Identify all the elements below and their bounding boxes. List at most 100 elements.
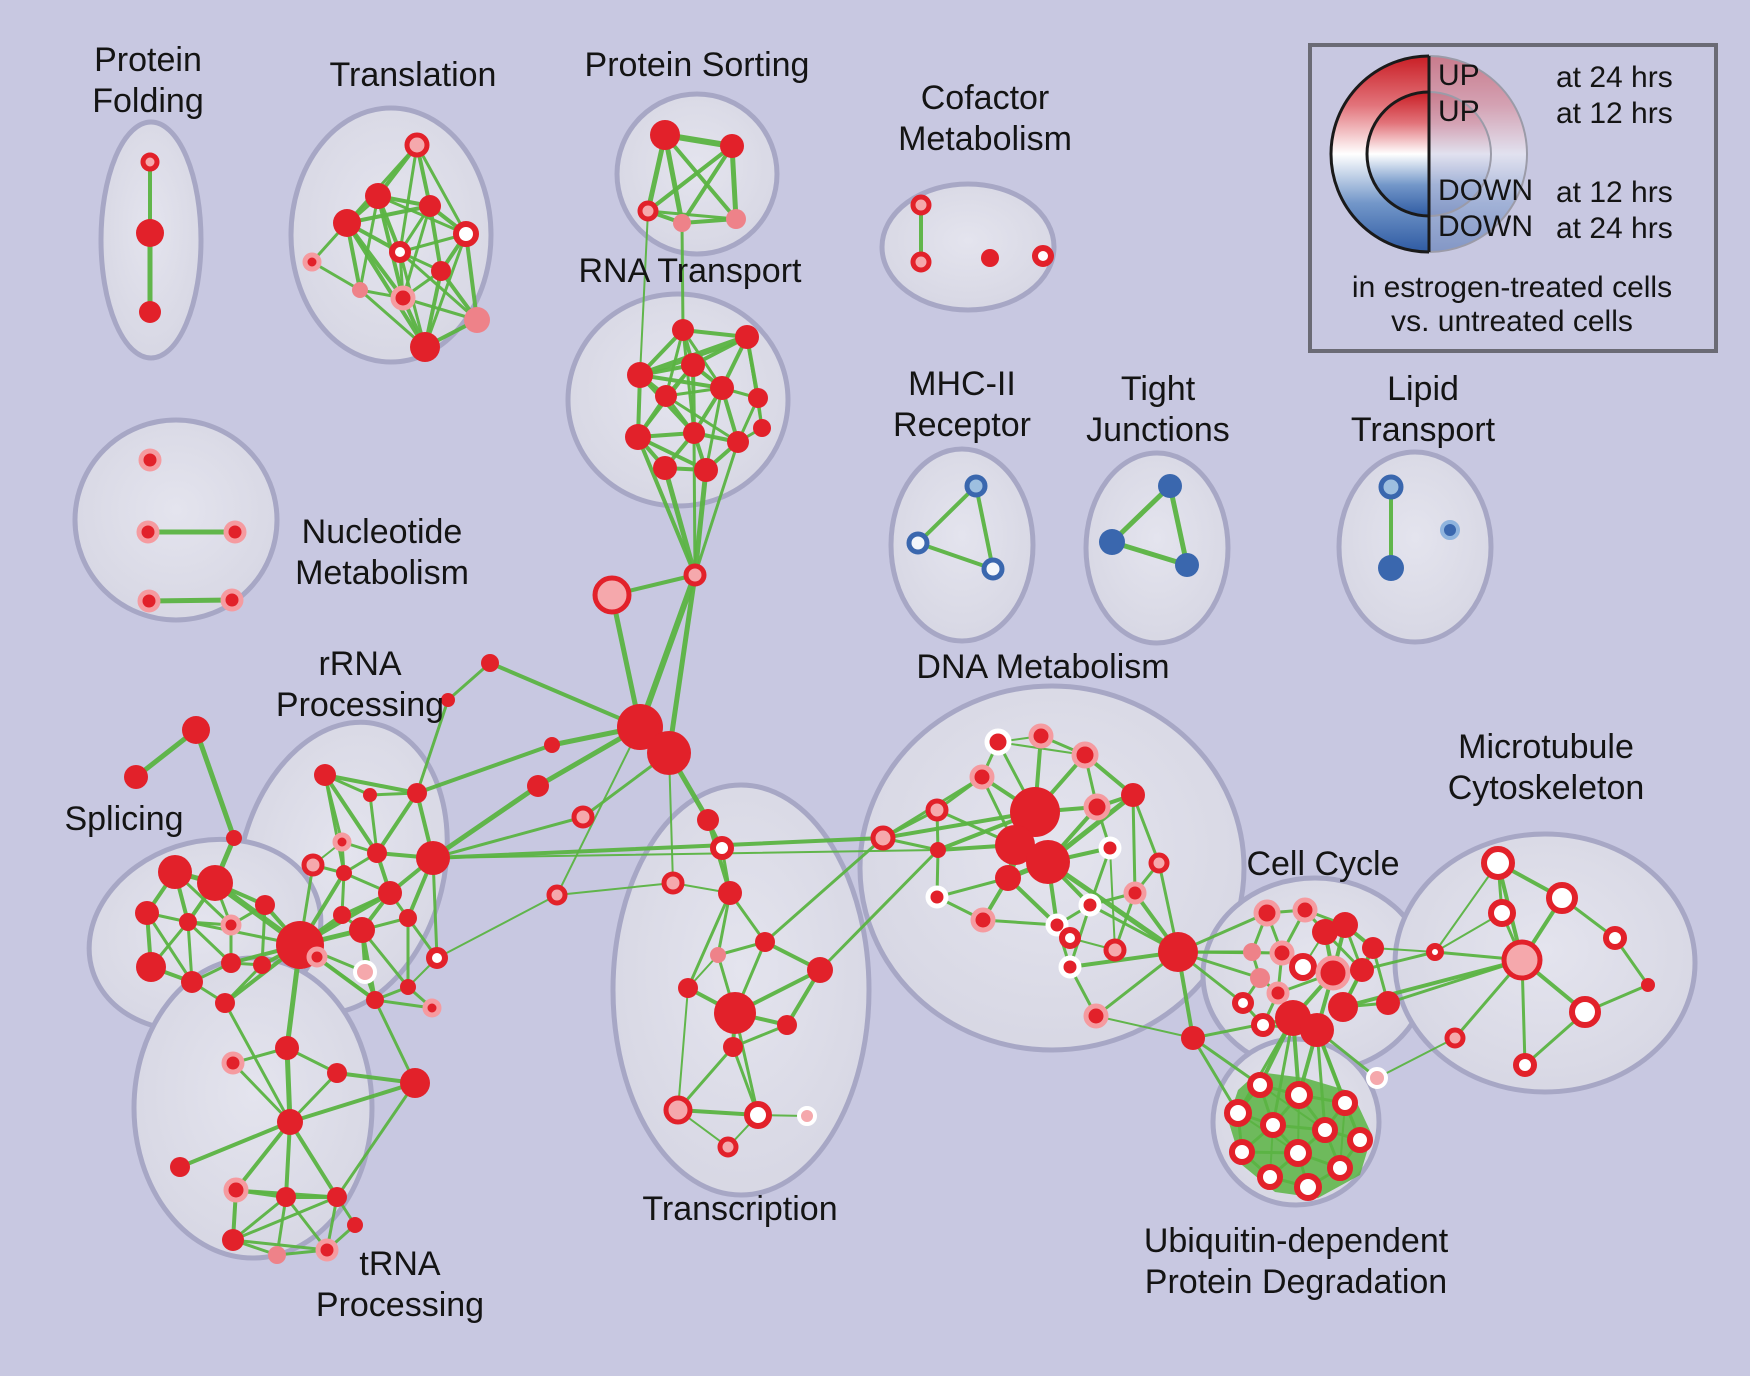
node-mc3 [1488, 899, 1516, 927]
edge [398, 143, 419, 254]
node-tc0 [710, 836, 734, 860]
node-mc4 [1501, 939, 1543, 981]
node-tc8 [807, 957, 833, 983]
edge [431, 836, 885, 860]
edge [288, 1081, 417, 1124]
edge [704, 386, 724, 472]
node-cc3 [1312, 919, 1338, 945]
node-rt9 [683, 422, 705, 444]
node-dm11 [1098, 836, 1122, 860]
cluster-label-cell-cycle: Cell Cycle [1246, 845, 1399, 883]
edge [193, 727, 237, 841]
node-tn11 [222, 1229, 244, 1251]
edge [1109, 539, 1190, 568]
cluster-label-mhc-ii-receptor: MHC-II Receptor [893, 365, 1031, 444]
node-tc14 [717, 1136, 739, 1158]
edge [729, 143, 739, 222]
node-bn [1181, 1026, 1205, 1050]
node-rt8 [625, 424, 651, 450]
edge [1360, 950, 1437, 972]
node-mc8 [1444, 1027, 1466, 1049]
edge [692, 431, 697, 577]
cluster-label-transcription: Transcription [642, 1190, 837, 1228]
node-dm23 [1059, 927, 1081, 949]
node-sp10 [255, 895, 275, 915]
cluster-label-microtubule-cytoskeleton: Microtubule Cytoskeleton [1448, 728, 1645, 807]
edge [1386, 958, 1524, 1005]
node-dm6 [1121, 783, 1145, 807]
edge [231, 1195, 339, 1242]
node-rr14 [353, 960, 377, 984]
node-ps1 [650, 120, 680, 150]
legend-time-0: at 24 hrs [1556, 61, 1673, 94]
node-tn13 [268, 1246, 286, 1264]
edge [692, 467, 709, 578]
node-rr3 [407, 783, 427, 803]
node-nm1 [138, 448, 162, 472]
node-cc12 [1251, 1013, 1275, 1037]
node-ub11 [1257, 1164, 1283, 1190]
node-mc9 [1641, 978, 1655, 992]
edge [677, 987, 689, 1111]
node-sp1 [158, 855, 192, 889]
edge [315, 955, 377, 1002]
node-mh2 [906, 531, 930, 555]
node-rr4 [332, 832, 352, 852]
node-tr3 [226, 830, 242, 846]
node-cc5 [1243, 943, 1261, 961]
node-dm3 [1071, 741, 1099, 769]
node-sp11 [253, 956, 271, 974]
node-ps3 [637, 200, 659, 222]
edge [178, 1120, 292, 1169]
node-tr2 [124, 765, 148, 789]
node-mh3 [981, 557, 1005, 581]
edge [358, 194, 380, 292]
node-cc10 [1266, 981, 1290, 1005]
edge [636, 435, 697, 577]
node-tc3 [718, 881, 742, 905]
cluster-label-protein-sorting: Protein Sorting [585, 46, 810, 84]
edge [145, 911, 194, 984]
node-tl8 [352, 282, 368, 298]
node-dm8 [1010, 787, 1060, 837]
node-cc17 [1328, 992, 1358, 1022]
edge [376, 194, 468, 236]
node-ps4 [673, 214, 691, 232]
edge [345, 204, 432, 225]
node-nm2 [136, 520, 160, 544]
node-ub6 [1312, 1117, 1338, 1143]
node-rr2 [363, 788, 377, 802]
edge [1045, 859, 1181, 955]
edge [556, 726, 641, 896]
node-tc10 [723, 1037, 743, 1057]
node-rr9 [378, 881, 402, 905]
node-tn5 [400, 1068, 430, 1098]
cluster-label-trna-processing: tRNA Processing [316, 1245, 484, 1324]
node-ub2 [1285, 1081, 1313, 1109]
node-dm13 [995, 865, 1021, 891]
node-rt13 [753, 419, 771, 437]
edge [666, 572, 698, 756]
node-cc4 [1332, 912, 1358, 938]
cluster-label-ubiquitin-degradation: Ubiquitin-dependent Protein Degradation [1144, 1222, 1449, 1301]
cluster-ellipse-lipid-transport [1336, 449, 1494, 645]
node-dm9 [995, 825, 1035, 865]
node-ub5 [1260, 1112, 1286, 1138]
node-rr17 [422, 998, 442, 1018]
edge [234, 1120, 292, 1192]
node-tj1 [1158, 474, 1182, 498]
node-rr7 [336, 865, 352, 881]
node-sp4 [179, 913, 197, 931]
legend-direction-1: UP [1438, 95, 1480, 128]
node-tc12 [744, 1101, 772, 1129]
node-rt12 [694, 458, 718, 482]
node-ub10 [1327, 1155, 1353, 1181]
node-dm22 [1103, 938, 1127, 962]
node-tl2 [365, 183, 391, 209]
node-tc7 [714, 992, 756, 1034]
cluster-label-translation: Translation [330, 56, 497, 94]
node-mc10 [1366, 1067, 1388, 1089]
node-br [1158, 932, 1198, 972]
node-tl10 [464, 307, 490, 333]
node-ub8 [1229, 1139, 1255, 1165]
